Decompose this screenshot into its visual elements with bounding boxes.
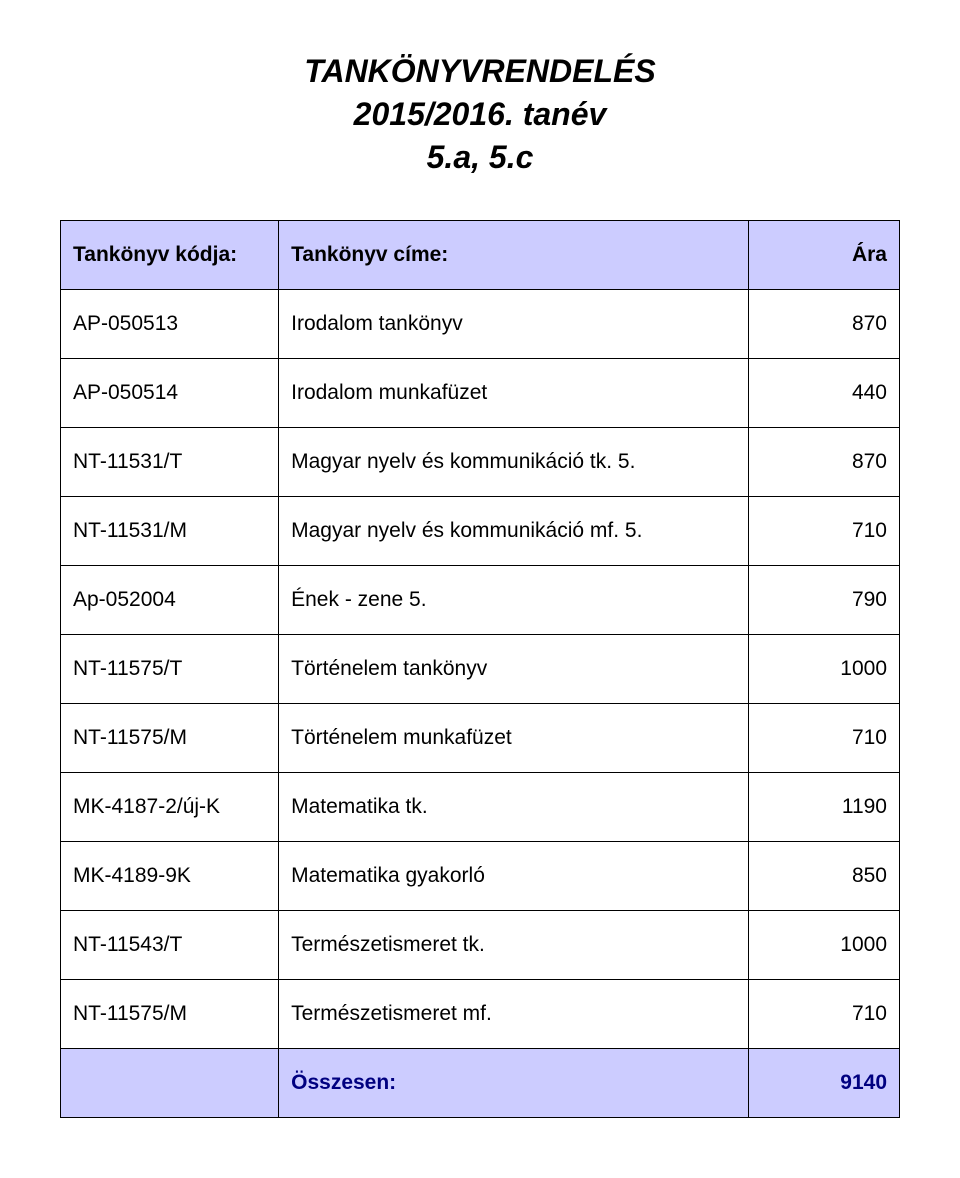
cell-price: 1190 — [748, 772, 899, 841]
cell-price: 850 — [748, 841, 899, 910]
table-row: NT-11575/MTörténelem munkafüzet710 — [61, 703, 900, 772]
table-row: NT-11575/MTermészetismeret mf.710 — [61, 979, 900, 1048]
cell-title: Irodalom tankönyv — [279, 289, 749, 358]
cell-code: AP-050513 — [61, 289, 279, 358]
title-line-3: 5.a, 5.c — [60, 136, 900, 179]
cell-code: MK-4187-2/új-K — [61, 772, 279, 841]
col-header-code: Tankönyv kódja: — [61, 220, 279, 289]
table-row: Ap-052004Ének - zene 5.790 — [61, 565, 900, 634]
cell-title: Magyar nyelv és kommunikáció mf. 5. — [279, 496, 749, 565]
cell-price: 790 — [748, 565, 899, 634]
cell-title: Természetismeret tk. — [279, 910, 749, 979]
cell-code: NT-11531/T — [61, 427, 279, 496]
table-row: AP-050514Irodalom munkafüzet440 — [61, 358, 900, 427]
cell-price: 1000 — [748, 910, 899, 979]
cell-price: 710 — [748, 703, 899, 772]
cell-title: Történelem munkafüzet — [279, 703, 749, 772]
cell-title: Matematika gyakorló — [279, 841, 749, 910]
table-row: NT-11531/MMagyar nyelv és kommunikáció m… — [61, 496, 900, 565]
table-row: MK-4187-2/új-KMatematika tk.1190 — [61, 772, 900, 841]
table-header-row: Tankönyv kódja: Tankönyv címe: Ára — [61, 220, 900, 289]
cell-code: NT-11575/M — [61, 703, 279, 772]
cell-title: Természetismeret mf. — [279, 979, 749, 1048]
cell-title: Ének - zene 5. — [279, 565, 749, 634]
col-header-price: Ára — [748, 220, 899, 289]
cell-code: NT-11531/M — [61, 496, 279, 565]
col-header-title: Tankönyv címe: — [279, 220, 749, 289]
cell-code: NT-11575/T — [61, 634, 279, 703]
cell-title: Történelem tankönyv — [279, 634, 749, 703]
cell-price: 710 — [748, 979, 899, 1048]
page-title-block: TANKÖNYVRENDELÉS 2015/2016. tanév 5.a, 5… — [60, 50, 900, 180]
title-line-1: TANKÖNYVRENDELÉS — [60, 50, 900, 93]
cell-price: 870 — [748, 289, 899, 358]
total-value: 9140 — [748, 1048, 899, 1117]
cell-price: 1000 — [748, 634, 899, 703]
cell-price: 870 — [748, 427, 899, 496]
total-empty-cell — [61, 1048, 279, 1117]
cell-code: Ap-052004 — [61, 565, 279, 634]
cell-price: 710 — [748, 496, 899, 565]
table-row: NT-11575/TTörténelem tankönyv1000 — [61, 634, 900, 703]
cell-title: Irodalom munkafüzet — [279, 358, 749, 427]
cell-title: Matematika tk. — [279, 772, 749, 841]
table-total-row: Összesen:9140 — [61, 1048, 900, 1117]
cell-title: Magyar nyelv és kommunikáció tk. 5. — [279, 427, 749, 496]
total-label: Összesen: — [279, 1048, 749, 1117]
cell-code: NT-11543/T — [61, 910, 279, 979]
textbook-table: Tankönyv kódja: Tankönyv címe: Ára AP-05… — [60, 220, 900, 1118]
table-row: AP-050513Irodalom tankönyv870 — [61, 289, 900, 358]
table-row: NT-11543/TTermészetismeret tk.1000 — [61, 910, 900, 979]
cell-code: AP-050514 — [61, 358, 279, 427]
cell-code: MK-4189-9K — [61, 841, 279, 910]
cell-price: 440 — [748, 358, 899, 427]
table-row: NT-11531/TMagyar nyelv és kommunikáció t… — [61, 427, 900, 496]
title-line-2: 2015/2016. tanév — [60, 93, 900, 136]
table-row: MK-4189-9KMatematika gyakorló850 — [61, 841, 900, 910]
cell-code: NT-11575/M — [61, 979, 279, 1048]
